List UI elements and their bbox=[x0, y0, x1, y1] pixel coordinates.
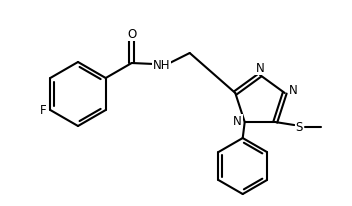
Text: S: S bbox=[296, 121, 303, 133]
Text: N: N bbox=[256, 62, 264, 75]
Text: O: O bbox=[127, 27, 136, 41]
Text: F: F bbox=[40, 103, 46, 117]
Text: N: N bbox=[233, 115, 242, 128]
Text: NH: NH bbox=[153, 59, 170, 71]
Text: N: N bbox=[289, 84, 298, 97]
